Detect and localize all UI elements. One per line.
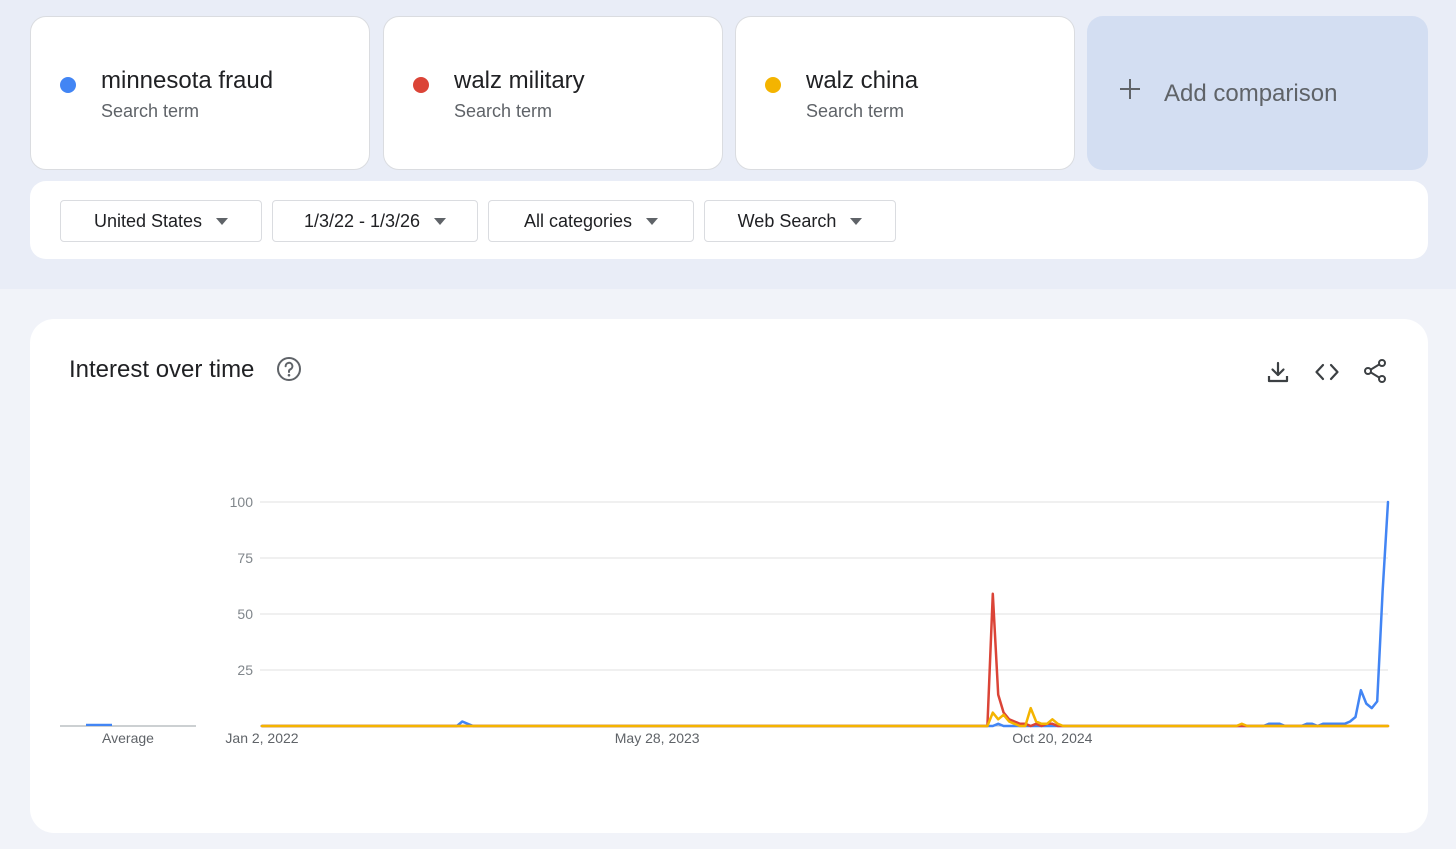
search-type-dropdown[interactable]: Web Search — [704, 200, 896, 242]
share-icon[interactable] — [1362, 358, 1388, 384]
series-dot-icon — [765, 77, 781, 93]
embed-icon[interactable] — [1314, 359, 1340, 385]
caret-down-icon — [434, 217, 447, 225]
y-tick-label: 100 — [230, 494, 254, 510]
filter-bar: United States 1/3/22 - 1/3/26 All catego… — [30, 181, 1428, 259]
series-line-walz-military — [260, 592, 1390, 728]
region-value: United States — [93, 210, 203, 231]
caret-down-icon — [646, 217, 659, 225]
panel-title: Interest over time — [69, 356, 255, 383]
x-tick-label: May 28, 2023 — [615, 730, 700, 746]
interest-over-time-panel: Interest over time — [30, 319, 1428, 833]
date-range-dropdown[interactable]: 1/3/22 - 1/3/26 — [272, 200, 478, 242]
series-dot-icon — [60, 77, 76, 93]
y-tick-label: 75 — [237, 550, 253, 566]
y-tick-label: 25 — [237, 662, 253, 678]
term-type-label: Search term — [454, 101, 553, 121]
caret-down-icon — [850, 217, 863, 225]
term-name[interactable]: walz china — [806, 67, 919, 94]
category-value: All categories — [523, 210, 633, 231]
term-type-label: Search term — [806, 101, 905, 121]
term-type-label: Search term — [101, 101, 200, 121]
term-card-walz-china[interactable]: walz china Search term — [735, 16, 1075, 170]
term-card-minnesota-fraud[interactable]: minnesota fraud Search term — [30, 16, 370, 170]
download-icon[interactable] — [1265, 359, 1291, 385]
plus-icon — [1119, 78, 1141, 100]
average-label: Average — [102, 730, 154, 746]
x-tick-label: Jan 2, 2022 — [225, 730, 298, 746]
region-dropdown[interactable]: United States — [60, 200, 262, 242]
series-line-walz-china — [260, 706, 1390, 728]
term-name[interactable]: minnesota fraud — [101, 67, 274, 94]
term-card-walz-military[interactable]: walz military Search term — [383, 16, 723, 170]
series-dot-icon — [413, 77, 429, 93]
category-dropdown[interactable]: All categories — [488, 200, 694, 242]
x-tick-label: Oct 20, 2024 — [1012, 730, 1092, 746]
add-comparison-label: Add comparison — [1164, 80, 1338, 107]
help-icon[interactable] — [276, 356, 302, 382]
date-range-value: 1/3/22 - 1/3/26 — [303, 210, 421, 231]
term-name[interactable]: walz military — [454, 67, 585, 94]
average-bar — [86, 723, 112, 726]
y-tick-label: 50 — [237, 606, 253, 622]
add-comparison-button[interactable]: Add comparison — [1087, 16, 1428, 170]
caret-down-icon — [216, 217, 229, 225]
search-type-value: Web Search — [737, 210, 837, 231]
